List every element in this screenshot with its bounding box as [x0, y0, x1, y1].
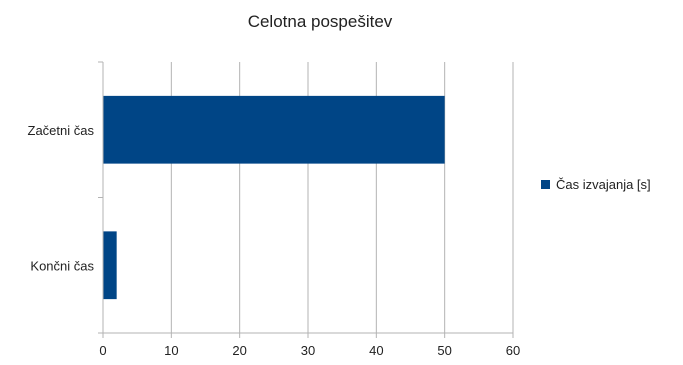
bar [103, 231, 117, 300]
bar [103, 95, 445, 164]
category-label: Končni čas [30, 258, 94, 273]
x-tick-label: 40 [369, 343, 383, 358]
category-labels: Začetni čas Končni čas [28, 123, 95, 274]
x-tick-label: 10 [164, 343, 178, 358]
x-tick-label: 30 [301, 343, 315, 358]
x-tick-label: 20 [232, 343, 246, 358]
x-tick-label: 60 [506, 343, 520, 358]
chart-title: Celotna pospešitev [248, 12, 393, 31]
legend-label: Čas izvajanja [s] [556, 177, 651, 192]
x-tick-label: 0 [99, 343, 106, 358]
axes [98, 61, 514, 338]
legend-swatch [541, 180, 550, 189]
x-tick-labels: 0 10 20 30 40 50 60 [99, 343, 520, 358]
bars [103, 95, 445, 300]
x-tick-label: 50 [437, 343, 451, 358]
legend: Čas izvajanja [s] [541, 177, 651, 192]
category-label: Začetni čas [28, 123, 95, 138]
